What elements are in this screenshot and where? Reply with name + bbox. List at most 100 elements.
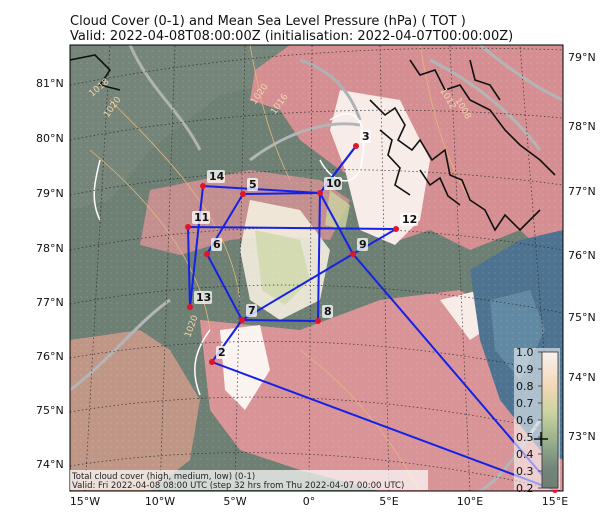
waypoint-9: 9 (350, 238, 368, 257)
waypoint-3: 3 (353, 130, 371, 149)
lat-label-left: 78°N (36, 242, 64, 255)
lon-labels: 15°W 10°W 5°W 0° 5°E 10°E 15°E (70, 495, 568, 508)
lat-label-left: 74°N (36, 458, 64, 471)
lat-label-left: 80°N (36, 132, 64, 145)
waypoint-marker (353, 143, 359, 149)
waypoint-label: 5 (249, 178, 257, 191)
waypoint-label-bg (211, 238, 222, 251)
waypoint-label: 3 (362, 130, 370, 143)
colorbar-scale (541, 351, 559, 489)
lat-label-right: 74°N (568, 371, 596, 384)
route-segment (187, 226, 191, 308)
route-segment (211, 361, 556, 491)
lon-label: 15°E (542, 495, 568, 508)
map-subtitle: Valid: 2022-04-08T08:00:00Z (initialisat… (70, 29, 514, 44)
waypoint-10: 10 (317, 177, 342, 196)
route-segment (189, 185, 204, 308)
crosshair-icon (534, 432, 548, 446)
waypoint-label-bg (246, 304, 257, 317)
lat-label-right: 73°N (568, 430, 596, 443)
waypoint-label-bg (357, 238, 368, 251)
waypoint-marker (209, 359, 215, 365)
waypoint-label: 13 (196, 291, 211, 304)
waypoint-marker (393, 226, 399, 232)
waypoint-12: 12 (393, 213, 418, 232)
lat-label-right: 76°N (568, 249, 596, 262)
route-segment (206, 253, 243, 321)
colorbar-tick-label: 0.7 (516, 397, 534, 410)
waypoint-11: 11 (185, 211, 210, 230)
waypoint-label: 12 (402, 213, 417, 226)
waypoint-label: 9 (359, 238, 367, 251)
waypoint-label-bg (322, 305, 333, 318)
waypoint-label-bg (400, 213, 418, 226)
lat-label-left: 81°N (36, 77, 64, 90)
colorbar-tick-label: 0.3 (516, 465, 534, 478)
waypoint-label-bg (194, 291, 212, 304)
lat-label-right: 79°N (568, 51, 596, 64)
waypoint-marker (185, 224, 191, 230)
waypoint-label-bg (324, 177, 342, 190)
route-segment (187, 226, 397, 230)
lon-label: 15°W (70, 495, 100, 508)
route-segment (202, 185, 321, 194)
route-segment (319, 192, 354, 255)
info-line-1: Total cloud cover (high, medium, low) (0… (71, 472, 255, 482)
lat-labels-right: 79°N 78°N 77°N 76°N 75°N 74°N 73°N (568, 51, 596, 443)
waypoint-label: 7 (248, 304, 256, 317)
lon-label: 5°E (379, 495, 398, 508)
waypoint-label-bg (216, 346, 227, 359)
waypoint-marker (204, 251, 210, 257)
waypoint-label: 11 (194, 211, 209, 224)
lat-label-left: 79°N (36, 187, 64, 200)
waypoint-8: 8 (315, 305, 333, 324)
colorbar-tick-label: 0.5 (516, 431, 534, 444)
lat-labels-left: 81°N 80°N 79°N 78°N 77°N 76°N 75°N 74°N (36, 77, 64, 471)
lon-label: 10°W (145, 495, 175, 508)
map-title: Cloud Cover (0-1) and Mean Sea Level Pre… (70, 14, 466, 29)
route-segment (241, 319, 319, 322)
lon-label: 5°W (223, 495, 246, 508)
colorbar-tick-label: 0.6 (516, 414, 534, 427)
waypoint-label: 8 (324, 305, 332, 318)
lon-label: 0° (303, 495, 316, 508)
waypoint-label-bg (207, 170, 225, 183)
waypoint-13: 13 (187, 291, 212, 310)
colorbar: 1.0 0.9 0.8 0.7 0.6 0.5 0.4 0.3 0.2 (514, 346, 560, 495)
waypoint-marker (317, 190, 323, 196)
waypoint-label: 14 (209, 170, 225, 183)
waypoint-2: 2 (209, 346, 227, 365)
colorbar-tick-label: 1.0 (516, 346, 534, 359)
colorbar-tick-label: 0.9 (516, 363, 534, 376)
colorbar-ticks: 1.0 0.9 0.8 0.7 0.6 0.5 0.4 0.3 0.2 (516, 346, 542, 495)
waypoint-5: 5 (240, 178, 258, 197)
info-box-background (70, 470, 428, 490)
waypoints: 2 3 5 6 7 8 9 10 11 12 13 14 (185, 130, 558, 493)
waypoint-label: 10 (326, 177, 342, 190)
waypoint-label: 2 (218, 346, 226, 359)
waypoint-marker (315, 318, 321, 324)
colorbar-tick-label: 0.8 (516, 380, 534, 393)
waypoint-label-bg (247, 178, 258, 191)
lat-label-right: 75°N (568, 311, 596, 324)
lat-label-right: 77°N (568, 185, 596, 198)
waypoint-marker (187, 304, 193, 310)
lat-label-right: 78°N (568, 120, 596, 133)
waypoint-14: 14 (200, 170, 225, 189)
lat-label-left: 75°N (36, 404, 64, 417)
lat-label-left: 77°N (36, 296, 64, 309)
waypoint-7: 7 (239, 304, 257, 323)
waypoint-marker (239, 317, 245, 323)
waypoint-6: 6 (204, 238, 222, 257)
route-segment (317, 192, 321, 322)
info-box: Total cloud cover (high, medium, low) (0… (70, 470, 428, 491)
colorbar-tick-label: 0.4 (516, 448, 534, 461)
waypoint-label-bg (360, 130, 371, 143)
lon-label: 10°E (457, 495, 483, 508)
waypoint-label-bg (192, 211, 210, 224)
colorbar-tick-label: 0.2 (516, 482, 534, 495)
lat-label-left: 76°N (36, 350, 64, 363)
waypoint-marker (200, 183, 206, 189)
map-field (70, 45, 563, 491)
